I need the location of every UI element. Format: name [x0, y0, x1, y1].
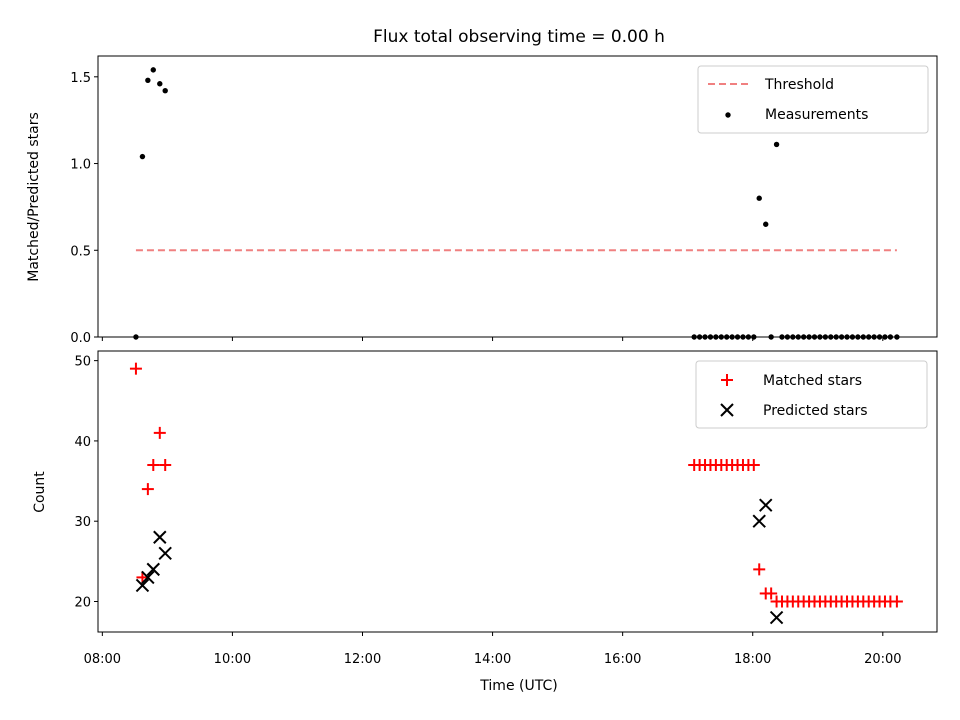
measurement-point [844, 334, 850, 340]
measurement-point [751, 334, 757, 340]
measurement-point [162, 87, 168, 94]
predicted-star-marker [153, 530, 167, 544]
x-tick-label: 16:00 [604, 652, 641, 667]
measurement-point [849, 334, 856, 340]
x-tick-label: 08:00 [84, 652, 121, 667]
x-axis-label: Time (UTC) [479, 678, 557, 694]
predicted-star-marker [759, 498, 773, 512]
legend-predicted-swatch [720, 403, 734, 417]
count-legend-box [695, 360, 928, 429]
measurement-point [724, 334, 730, 340]
measurement-point [860, 334, 866, 340]
predicted-star-marker [146, 562, 160, 577]
matched-star-marker [141, 483, 154, 496]
matched-star-marker [890, 595, 903, 608]
measurement-point [150, 67, 156, 73]
measurement-point [894, 334, 900, 340]
x-tick-label: 10:00 [214, 652, 251, 667]
ratio-legend-box [697, 65, 929, 134]
measurement-point [871, 334, 877, 340]
measurement-point [876, 334, 883, 340]
count-y-tick-label: 20 [74, 595, 91, 610]
ratio-y-tick-label: 0.5 [70, 244, 91, 259]
measurement-point [773, 141, 780, 148]
measurement-point [838, 334, 845, 340]
measurement-point [833, 334, 839, 340]
x-tick-label: 14:00 [474, 652, 511, 667]
x-tick-label: 12:00 [344, 652, 381, 667]
measurement-point [790, 334, 796, 340]
matched-star-marker [753, 563, 766, 576]
measurement-point [707, 334, 714, 340]
measurement-point [822, 334, 829, 340]
matched-star-marker [136, 571, 149, 584]
measurement-point [756, 195, 762, 201]
predicted-star-marker [141, 570, 155, 585]
legend-threshold-label: Threshold [764, 77, 834, 93]
count-frame [97, 350, 938, 633]
predicted-star-marker [158, 546, 172, 561]
ratio-y-tick-label: 0.0 [70, 331, 91, 346]
measurement-point [768, 334, 774, 340]
matched-star-marker [747, 459, 760, 472]
measurement-point [139, 153, 146, 160]
matched-star-marker [129, 362, 142, 375]
measurement-point [718, 334, 724, 340]
measurement-point [866, 334, 872, 340]
count-y-tick-label: 50 [74, 355, 91, 370]
ratio-panel: 0.0 0.5 1.0 1.5 [70, 55, 938, 346]
measurement-point [811, 334, 818, 340]
measurement-point [855, 334, 861, 340]
legend-matched-swatch [721, 374, 733, 386]
ratio-frame [97, 55, 938, 338]
measurement-point [828, 334, 834, 340]
measurement-point [817, 334, 823, 340]
x-tick-label: 18:00 [734, 652, 771, 667]
measurement-point [702, 334, 708, 340]
measurement-point [745, 334, 752, 340]
ratio-legend: Threshold Measurements [697, 65, 929, 134]
measurement-point [800, 334, 807, 340]
count-y-tick-label: 30 [74, 515, 91, 530]
predicted-star-marker [135, 578, 150, 593]
measurement-point [784, 334, 791, 340]
measurement-point [887, 334, 894, 340]
ratio-y-tick-label: 1.0 [70, 158, 91, 173]
measurement-point [740, 334, 746, 340]
measurement-point [795, 334, 801, 340]
legend-predicted-label: Predicted stars [763, 403, 868, 419]
predicted-star-marker [769, 610, 784, 625]
count-y-tick-label: 40 [74, 435, 91, 450]
measurement-point [713, 334, 719, 340]
count-legend: Matched stars Predicted stars [695, 360, 928, 429]
measurement-point [696, 334, 703, 340]
count-panel: 20 30 40 50 08:00 10:00 12:00 14:00 16:00 18:00 20… [74, 350, 938, 667]
measurement-point [133, 334, 139, 340]
matched-star-marker [159, 459, 172, 472]
measurement-point [779, 334, 785, 340]
x-tick-label: 20:00 [864, 652, 901, 667]
legend-measurements-label: Measurements [765, 107, 868, 123]
chart-title: Flux total observing time = 0.00 h [373, 27, 665, 47]
ratio-y-axis-label: Matched/Predicted stars [26, 112, 42, 282]
measurement-point [882, 334, 888, 340]
legend-measurements-swatch [725, 112, 731, 118]
matched-star-marker [765, 587, 778, 600]
measurement-point [734, 334, 741, 340]
measurement-point [806, 334, 812, 340]
legend-matched-label: Matched stars [763, 373, 862, 389]
matched-star-marker [147, 459, 160, 472]
measurement-point [145, 77, 151, 83]
measurement-point [691, 334, 697, 340]
measurement-point [763, 221, 769, 227]
measurement-point [157, 81, 163, 87]
predicted-star-marker [752, 514, 766, 528]
ratio-y-tick-label: 1.5 [70, 71, 91, 86]
count-y-axis-label: Count [32, 471, 48, 513]
measurement-point [729, 334, 735, 340]
matched-star-marker [153, 426, 166, 439]
